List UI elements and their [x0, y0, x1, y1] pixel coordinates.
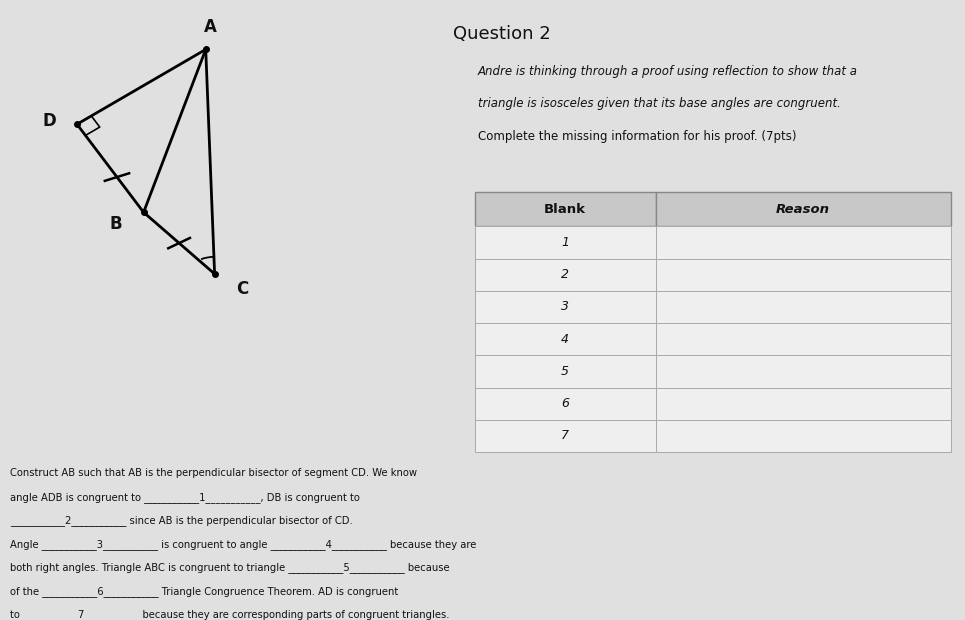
Text: 1: 1 [562, 236, 569, 249]
Bar [475, 259, 655, 291]
Text: to ___________7___________ because they are corresponding parts of congruent tri: to ___________7___________ because they … [10, 609, 449, 620]
Bar [655, 388, 951, 420]
Text: Andre is thinking through a proof using reflection to show that a: Andre is thinking through a proof using … [478, 65, 858, 78]
Text: 3: 3 [562, 301, 569, 313]
Bar [655, 355, 951, 388]
Text: Construct AB such that AB is the perpendicular bisector of segment CD. We know: Construct AB such that AB is the perpend… [10, 468, 417, 478]
Text: A: A [205, 18, 217, 36]
Text: angle ADB is congruent to ___________1___________, DB is congruent to: angle ADB is congruent to ___________1__… [10, 492, 360, 503]
Bar [475, 388, 655, 420]
Bar [475, 226, 655, 259]
Bar [475, 420, 655, 452]
Text: both right angles. Triangle ABC is congruent to triangle ___________5___________: both right angles. Triangle ABC is congr… [10, 562, 450, 574]
Bar [655, 226, 951, 259]
Text: D: D [42, 112, 56, 130]
Bar [655, 259, 951, 291]
Text: Blank: Blank [544, 203, 586, 216]
Bar [655, 420, 951, 452]
Bar [655, 291, 951, 323]
Text: of the ___________6___________ Triangle Congruence Theorem. AD is congruent: of the ___________6___________ Triangle … [10, 586, 398, 597]
Bar [475, 291, 655, 323]
Text: 6: 6 [562, 397, 569, 410]
Text: Complete the missing information for his proof. (7pts): Complete the missing information for his… [478, 130, 796, 143]
Bar [475, 355, 655, 388]
Text: B: B [110, 215, 123, 233]
Bar [475, 192, 655, 226]
Text: C: C [235, 280, 248, 298]
Text: 5: 5 [562, 365, 569, 378]
Text: 4: 4 [562, 333, 569, 345]
Text: 7: 7 [562, 430, 569, 442]
Text: triangle is isosceles given that its base angles are congruent.: triangle is isosceles given that its bas… [478, 97, 841, 110]
Text: 2: 2 [562, 268, 569, 281]
Bar [655, 192, 951, 226]
Text: ___________2___________ since AB is the perpendicular bisector of CD.: ___________2___________ since AB is the … [10, 515, 352, 526]
Text: Reason: Reason [776, 203, 830, 216]
Bar [475, 323, 655, 355]
Text: Angle ___________3___________ is congruent to angle ___________4___________ beca: Angle ___________3___________ is congrue… [10, 539, 476, 550]
Text: Question 2: Question 2 [453, 25, 551, 43]
Bar [655, 323, 951, 355]
